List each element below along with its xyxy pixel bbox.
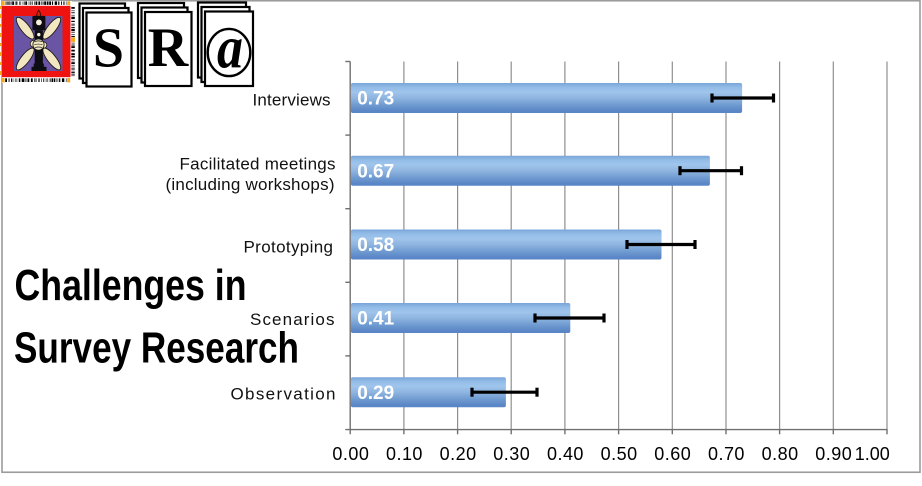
svg-text:(including workshops): (including workshops): [166, 175, 335, 194]
svg-text:0.10: 0.10: [386, 444, 423, 464]
svg-text:0.20: 0.20: [440, 444, 477, 464]
svg-text:0.90: 0.90: [815, 444, 852, 464]
svg-text:0.00: 0.00: [332, 444, 369, 464]
svg-text:0.40: 0.40: [547, 444, 584, 464]
svg-text:Interviews: Interviews: [253, 91, 331, 110]
svg-text:0.73: 0.73: [357, 89, 394, 110]
svg-text:Survey Research: Survey Research: [14, 324, 299, 373]
svg-text:1.00: 1.00: [855, 444, 890, 464]
svg-text:Facilitated meetings: Facilitated meetings: [180, 155, 336, 174]
svg-text:R: R: [148, 17, 189, 79]
svg-text:0.58: 0.58: [357, 235, 394, 256]
svg-text:Scenarios: Scenarios: [250, 310, 335, 329]
svg-text:0.30: 0.30: [493, 444, 530, 464]
svg-text:Prototyping: Prototyping: [244, 237, 334, 256]
svg-text:0.80: 0.80: [762, 444, 799, 464]
svg-text:0.50: 0.50: [601, 444, 638, 464]
svg-text:S: S: [93, 18, 124, 80]
svg-text:0.70: 0.70: [708, 444, 745, 464]
svg-text:0.41: 0.41: [357, 309, 394, 330]
svg-text:Challenges in: Challenges in: [15, 261, 247, 310]
svg-text:a: a: [217, 15, 243, 81]
svg-text:0.29: 0.29: [357, 383, 394, 404]
svg-text:Observation: Observation: [231, 385, 336, 404]
svg-text:0.67: 0.67: [357, 161, 394, 182]
svg-text:0.60: 0.60: [654, 444, 691, 464]
